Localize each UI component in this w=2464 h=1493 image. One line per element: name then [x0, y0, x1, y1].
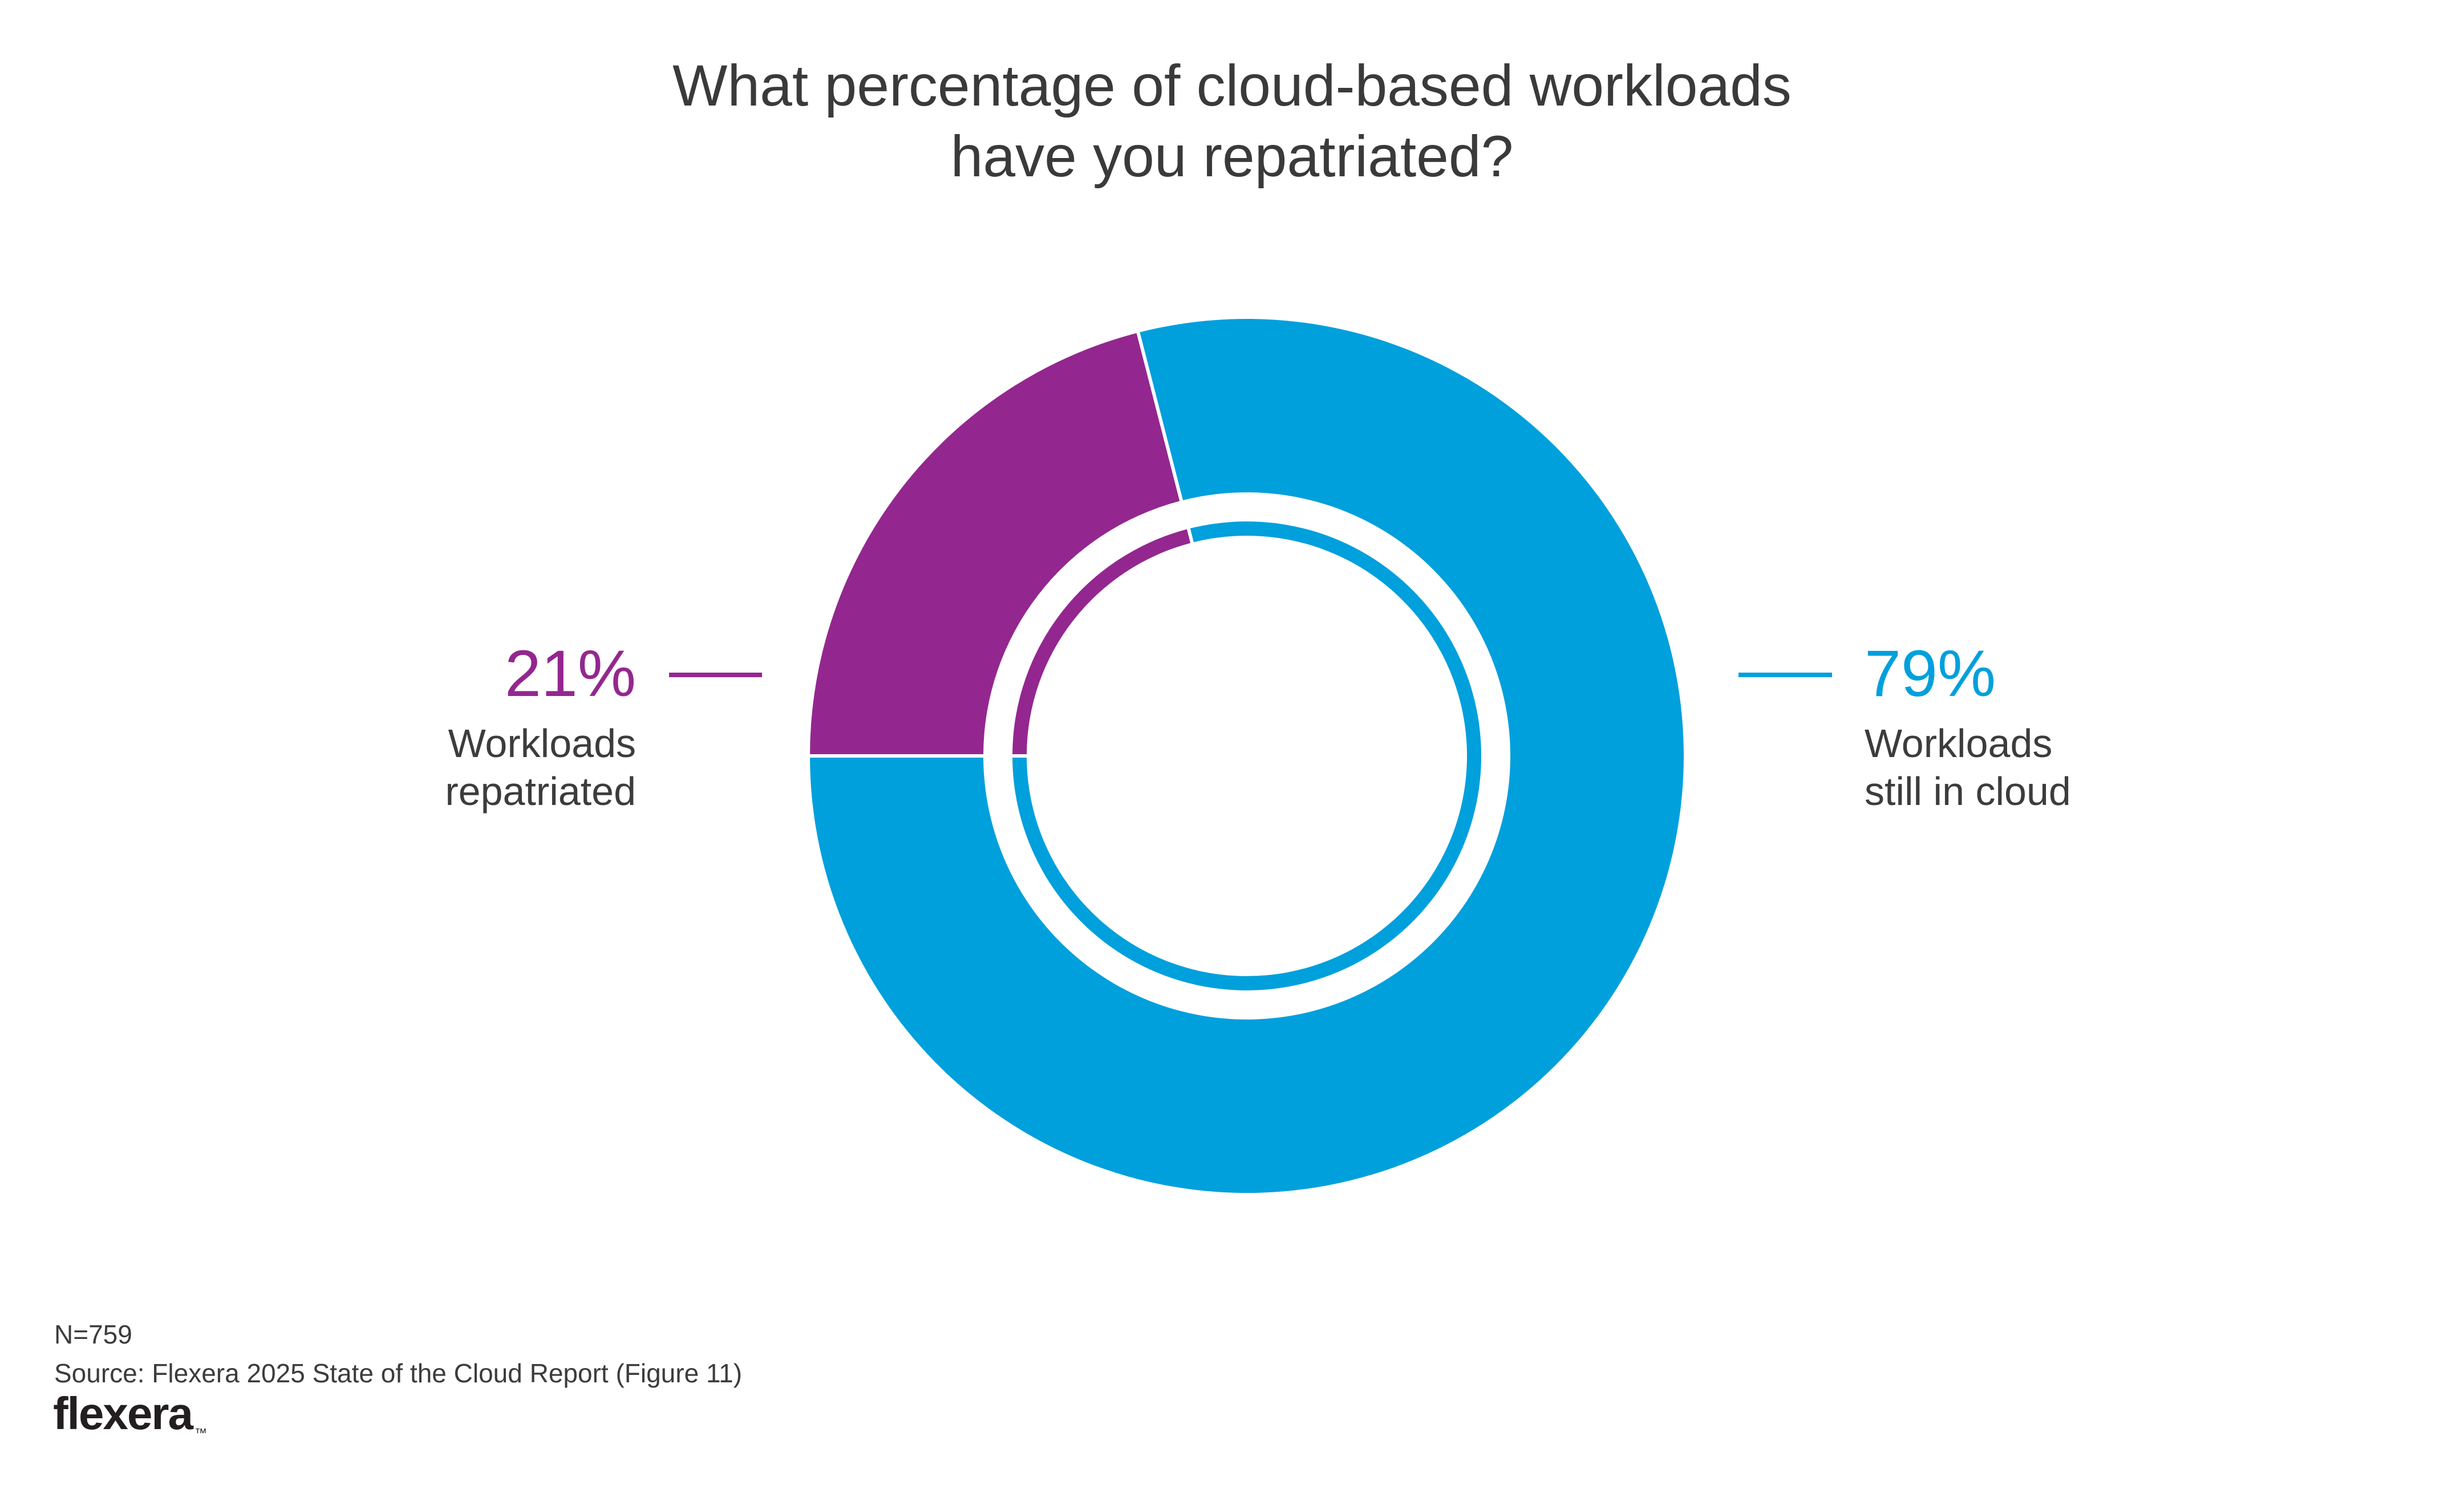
callout-repatriated-label-line1: Workloads [448, 721, 636, 766]
source-label: Source: Flexera 2025 State of the Cloud … [54, 1358, 743, 1388]
flexera-logo: flexera ™ [53, 1388, 207, 1440]
trademark-icon: ™ [194, 1426, 207, 1440]
callout-still-in-cloud-value: 79% [1865, 637, 1996, 710]
callout-still-in-cloud-label-line2: still in cloud [1865, 769, 2071, 814]
callout-still-in-cloud-label-line1: Workloads [1865, 721, 2053, 766]
donut-segment-repatriated-inner-ring [1012, 529, 1191, 754]
chart-title-line1: What percentage of cloud-based workloads [672, 53, 1792, 118]
callout-repatriated: 21% Workloads repatriated [445, 641, 636, 815]
callout-repatriated-label: Workloads repatriated [445, 719, 636, 815]
chart-title-line2: have you repatriated? [950, 124, 1514, 189]
chart-title: What percentage of cloud-based workloads… [0, 50, 2464, 192]
flexera-logo-text: flexera [53, 1388, 193, 1439]
callout-repatriated-value: 21% [504, 637, 636, 710]
sample-size-label: N=759 [54, 1320, 132, 1349]
callout-still-in-cloud: 79% Workloads still in cloud [1865, 641, 2071, 815]
callout-still-in-cloud-label: Workloads still in cloud [1865, 719, 2071, 815]
leader-line-still-in-cloud [1738, 673, 1832, 677]
donut-segment-still-in-cloud-ring [810, 318, 1684, 1193]
leader-line-repatriated [669, 673, 762, 677]
callout-repatriated-label-line2: repatriated [445, 769, 636, 814]
donut-segment-repatriated-ring [810, 333, 1180, 754]
